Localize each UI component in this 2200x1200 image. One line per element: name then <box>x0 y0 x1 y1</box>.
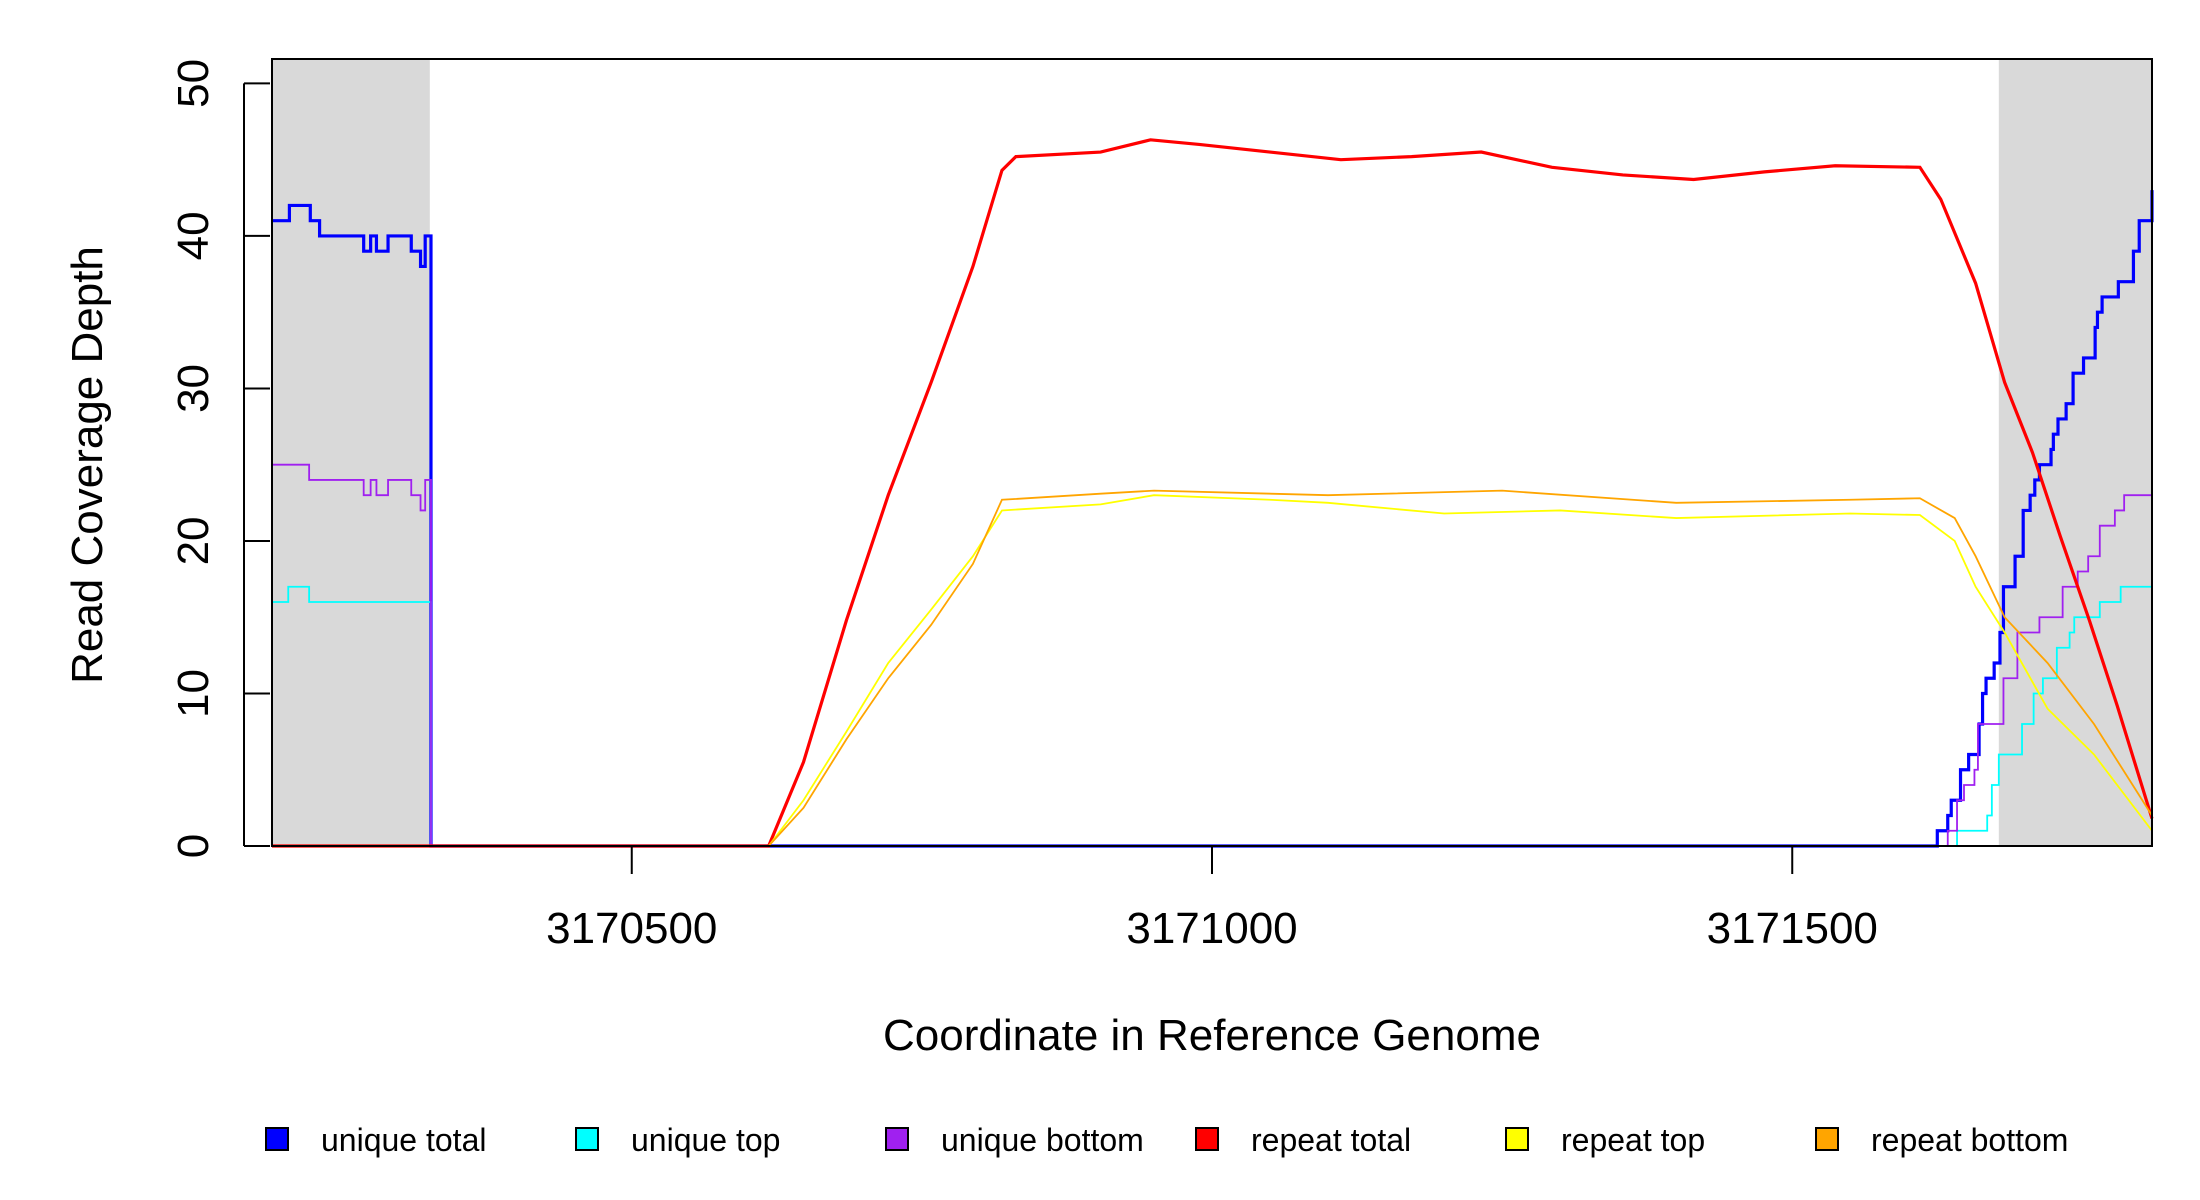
y-tick-label: 10 <box>169 669 218 718</box>
series-lines <box>272 138 2154 848</box>
x-axis-title: Coordinate in Reference Genome <box>883 1011 1541 1060</box>
legend-label: unique total <box>321 1122 486 1158</box>
series-line-repeat-total <box>272 138 2154 848</box>
legend-label: repeat top <box>1561 1122 1705 1158</box>
legend-item-unique-total: unique total <box>265 1122 486 1158</box>
series-line-unique-bottom <box>272 449 2153 847</box>
legend: unique total unique top unique bottom repea… <box>265 1122 2068 1158</box>
legend-label: unique bottom <box>941 1122 1144 1158</box>
series-line-unique-total <box>272 190 2154 848</box>
legend-label: unique top <box>631 1122 780 1158</box>
y-tick-label: 0 <box>169 834 218 858</box>
legend-swatch <box>265 1127 289 1151</box>
x-tick-label: 3171000 <box>1126 904 1297 953</box>
shaded-region-2 <box>1998 59 2152 846</box>
legend-swatch <box>575 1127 599 1151</box>
y-tick-label: 40 <box>169 211 218 260</box>
series-line-unique-top <box>272 585 2152 847</box>
legend-item-unique-top: unique top <box>575 1122 780 1158</box>
legend-swatch <box>1195 1127 1219 1151</box>
legend-swatch <box>885 1127 909 1151</box>
y-tick-label: 50 <box>169 59 218 108</box>
y-axis: 0 10 20 30 40 50 <box>169 59 270 858</box>
shaded-region-1 <box>272 59 430 846</box>
legend-item-unique-bottom: unique bottom <box>885 1122 1144 1158</box>
y-tick-label: 20 <box>169 516 218 565</box>
legend-swatch <box>1815 1127 1839 1151</box>
series-line-repeat-top <box>272 494 2153 847</box>
legend-item-repeat-top: repeat top <box>1505 1122 1705 1158</box>
y-axis-title: Read Coverage Depth <box>63 246 112 684</box>
legend-swatch <box>1505 1127 1529 1151</box>
plot-frame <box>271 58 2153 847</box>
y-tick-label: 30 <box>169 364 218 413</box>
x-axis: 3170500 3171000 3171500 <box>546 845 1878 953</box>
x-tick-label: 3171500 <box>1707 904 1878 953</box>
x-tick-label: 3170500 <box>546 904 717 953</box>
legend-item-repeat-bottom: repeat bottom <box>1815 1122 2068 1158</box>
series-line-repeat-bottom <box>272 489 2153 847</box>
shaded-regions <box>272 59 2152 846</box>
legend-label: repeat bottom <box>1871 1122 2068 1158</box>
legend-label: repeat total <box>1251 1122 1411 1158</box>
legend-item-repeat-total: repeat total <box>1195 1122 1411 1158</box>
